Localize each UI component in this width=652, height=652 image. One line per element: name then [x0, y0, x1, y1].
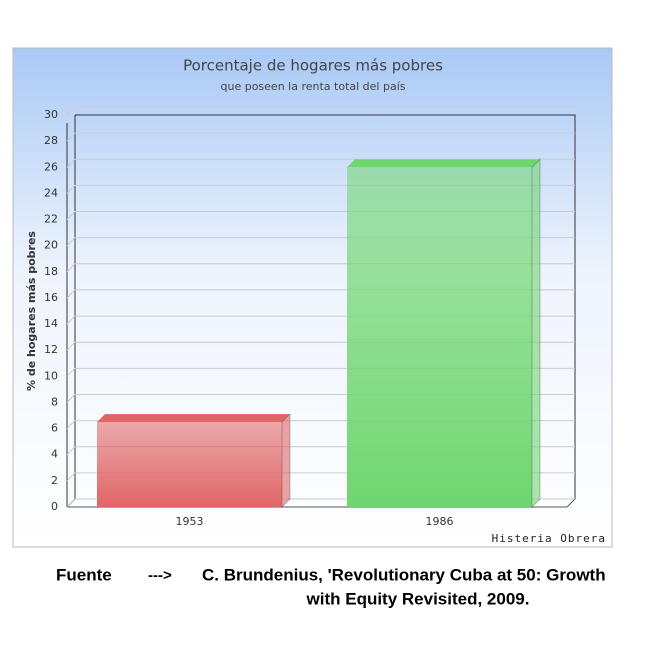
y-tick-label: 6 — [51, 422, 58, 435]
y-tick-label: 0 — [51, 500, 58, 513]
grid-line — [66, 132, 575, 142]
watermark: Histeria Obrera — [492, 532, 606, 545]
x-tick-label: 1986 — [426, 515, 454, 528]
footer-label: Fuente — [56, 565, 112, 584]
bar-side — [531, 158, 541, 509]
x-tick-label: 1953 — [176, 515, 204, 528]
bar-side — [281, 412, 291, 509]
bar-top — [97, 414, 290, 423]
y-axis-label: % de hogares más pobres — [25, 231, 38, 391]
grid-line — [66, 106, 575, 116]
y-tick-label: 16 — [44, 291, 58, 304]
y-tick-label: 24 — [44, 186, 58, 199]
bar — [97, 422, 282, 507]
footer-source: C. Brundenius, 'Revolutionary Cuba at 50… — [202, 565, 606, 584]
y-tick-label: 4 — [51, 448, 58, 461]
y-tick-label: 12 — [44, 343, 58, 356]
floor-edge — [566, 498, 576, 508]
y-tick-label: 8 — [51, 395, 58, 408]
bar-top — [347, 159, 540, 168]
y-tick-label: 26 — [44, 160, 58, 173]
bar — [347, 167, 532, 507]
chart-subtitle: que poseen la renta total del país — [221, 80, 406, 93]
y-tick-label: 22 — [44, 213, 58, 226]
y-tick-label: 18 — [44, 265, 58, 278]
y-tick-label: 2 — [51, 474, 58, 487]
chart-title: Porcentaje de hogares más pobres — [183, 57, 443, 75]
y-tick-label: 20 — [44, 239, 58, 252]
footer-source: with Equity Revisited, 2009. — [306, 589, 530, 608]
footer-arrow: ---> — [148, 567, 172, 584]
y-tick-label: 10 — [44, 369, 58, 382]
y-tick-label: 30 — [44, 108, 58, 121]
y-tick-label: 14 — [44, 317, 58, 330]
y-tick-label: 28 — [44, 134, 58, 147]
